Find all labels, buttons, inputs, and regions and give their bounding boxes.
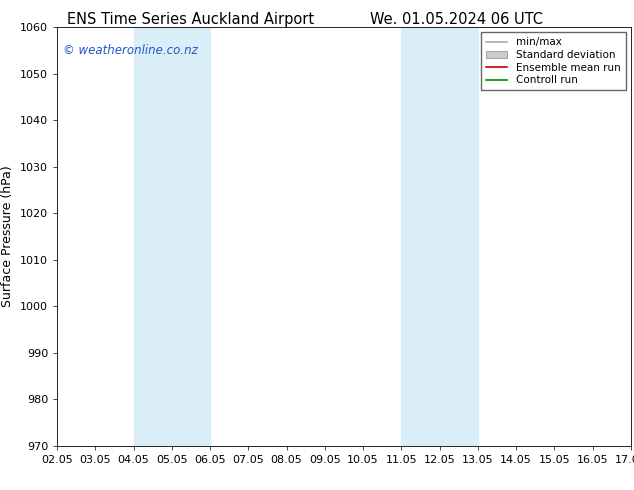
- Legend: min/max, Standard deviation, Ensemble mean run, Controll run: min/max, Standard deviation, Ensemble me…: [481, 32, 626, 90]
- Text: We. 01.05.2024 06 UTC: We. 01.05.2024 06 UTC: [370, 12, 543, 27]
- Text: © weatheronline.co.nz: © weatheronline.co.nz: [63, 44, 198, 57]
- Bar: [401, 27, 478, 446]
- Y-axis label: Surface Pressure (hPa): Surface Pressure (hPa): [1, 166, 15, 307]
- Text: ENS Time Series Auckland Airport: ENS Time Series Auckland Airport: [67, 12, 314, 27]
- Bar: [134, 27, 210, 446]
